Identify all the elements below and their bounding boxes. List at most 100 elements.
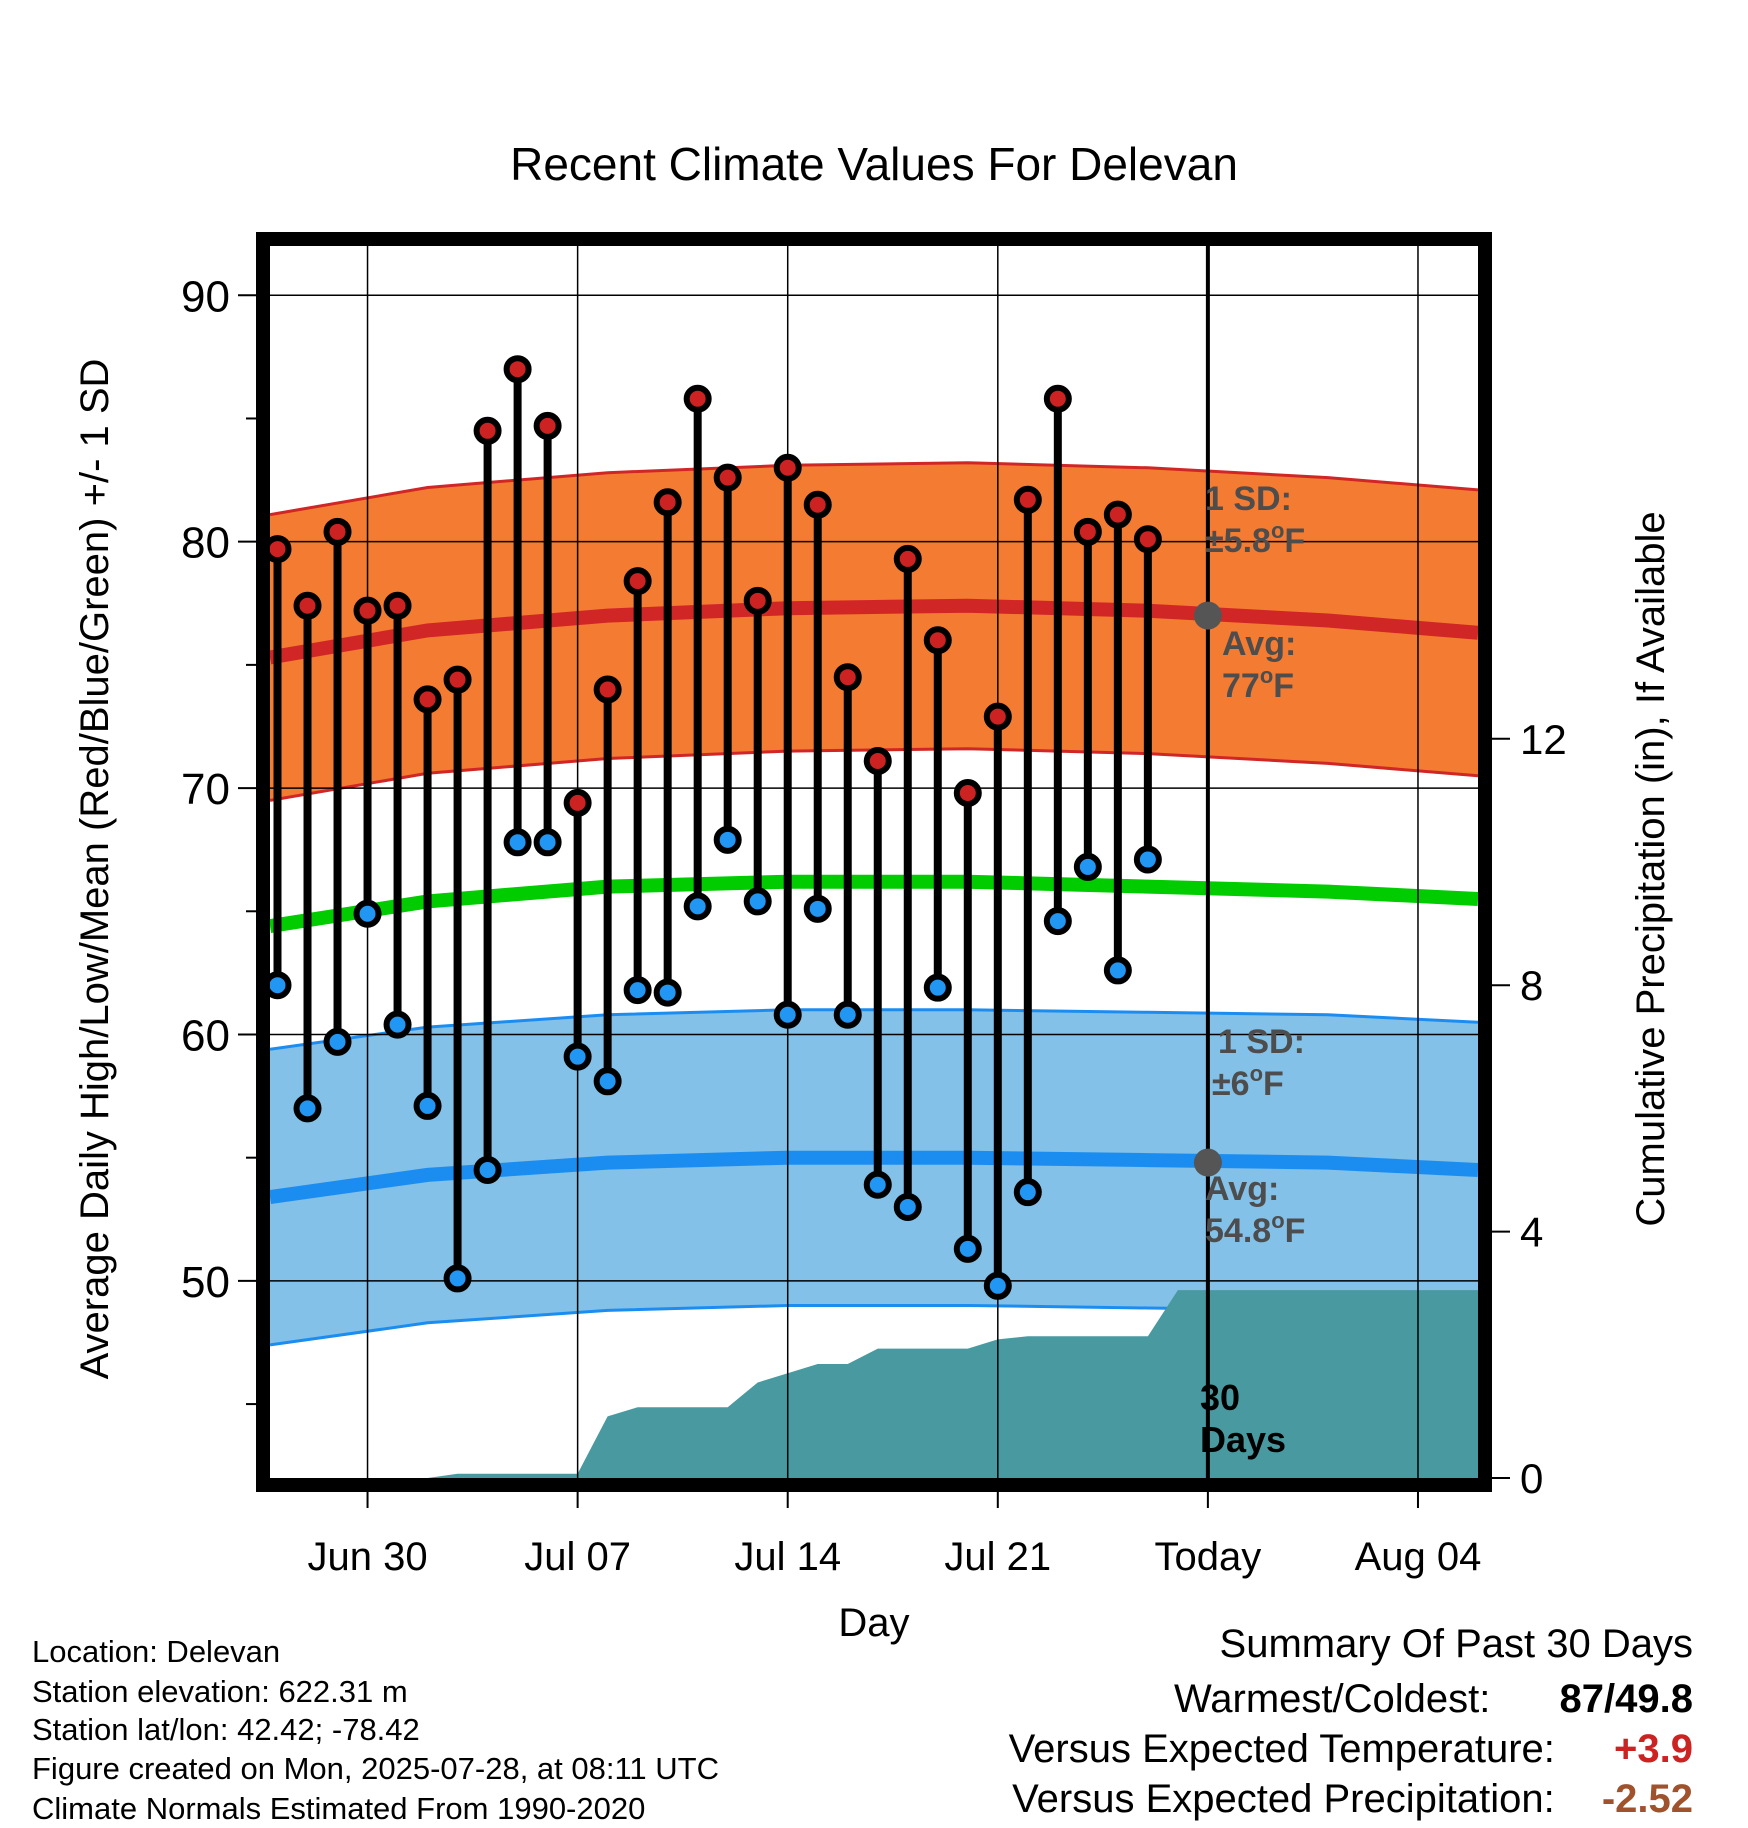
chart-title: Recent Climate Values For Delevan [510,138,1238,190]
normal-bands [270,461,1478,1347]
low-point [803,894,832,923]
y-tick-label: 60 [181,1011,230,1060]
high-point [443,665,472,694]
high-sd-label: 1 SD: [1205,480,1292,518]
high-point [1103,500,1132,529]
y-tick-label: 90 [181,272,230,321]
y2-tick-label: 4 [1520,1209,1543,1256]
low-point [743,887,772,916]
summary-warmest-value: 87 [1559,1677,1605,1721]
high-point [803,490,832,519]
low-sd-label: 1 SD: [1218,1023,1305,1061]
high-point [353,596,382,625]
high-point [383,591,412,620]
info-created: Figure created on Mon, 2025-07-28, at 08… [32,1751,719,1786]
high-point [743,586,772,615]
x-tick-label: Jul 07 [524,1535,631,1579]
info-normals: Climate Normals Estimated From 1990-2020 [32,1791,646,1826]
high-point [653,488,682,517]
summary-temp-row: Versus Expected Temperature: +3.9 [1009,1729,1693,1769]
low-point [983,1271,1012,1300]
summary-coldest-value: 49.8 [1615,1677,1693,1721]
low-point [383,1010,412,1039]
low-point [833,1000,862,1029]
x-tick-label: Jun 30 [307,1535,427,1579]
x-tick-label: Aug 04 [1355,1535,1482,1579]
high-point [413,685,442,714]
plot-border [256,232,1492,1492]
info-location: Location: Delevan [32,1634,281,1669]
low-point [863,1170,892,1199]
high-band-upper-edge [270,461,1478,517]
y2-tick-label: 12 [1520,716,1567,763]
y-tick-label: 50 [181,1258,230,1307]
low-point [1073,852,1102,881]
low-point [533,828,562,857]
high-point [533,411,562,440]
low-point [623,976,652,1005]
summary-warmest-row: Warmest/Coldest: 87/49.8 [1174,1677,1693,1721]
high-point [623,567,652,596]
low-point [503,828,532,857]
high-point [773,453,802,482]
low-point [1133,845,1162,874]
axes: 50 60 70 80 90 0 4 8 12 Jun 30 Jul 07 Jul 14 Jul 21 T… [181,272,1567,1579]
y-tick-label: 70 [181,765,230,814]
low-point [473,1156,502,1184]
today-low-avg-marker [1193,1148,1222,1177]
high-sd-value: ±5.8oF [1205,518,1305,560]
high-sd-band [270,462,1478,801]
y-axis-label: Average Daily High/Low/Mean (Red/Blue/Gr… [73,359,117,1380]
high-average-line [270,598,1478,665]
high-point [683,384,712,413]
plot-frame [256,232,1492,1492]
low-sd-value: ±6oF [1212,1061,1284,1103]
summary-precip-value: -2.52 [1601,1777,1693,1821]
high-point [1073,517,1102,546]
high-avg-label: Avg: [1222,625,1296,663]
summary-warmest-label: Warmest/Coldest: [1174,1677,1491,1721]
low-point [293,1094,322,1123]
y2-axis-label: Cumulative Precipitation (in), If Availa… [1629,511,1673,1226]
high-point [1133,525,1162,554]
x-tick-label: Jul 21 [944,1535,1051,1579]
high-point [473,416,502,445]
low-point [1103,956,1132,985]
low-point [413,1091,442,1120]
low-avg-value: 54.8oF [1205,1208,1305,1250]
high-point [953,779,982,808]
high-point [323,517,352,546]
summary-temp-label: Versus Expected Temperature: [1008,1727,1555,1771]
high-point [983,702,1012,731]
today-line [1193,246,1222,1478]
y2-tick-label: 0 [1520,1455,1543,1502]
high-point [293,591,322,620]
low-point [563,1042,592,1071]
high-point [1043,384,1072,413]
y2-tick-label: 8 [1520,962,1543,1009]
high-avg-value: 77oF [1222,663,1294,705]
summary-title: Summary Of Past 30 Days [1219,1622,1693,1666]
low-point [323,1027,352,1056]
info-latlon: Station lat/lon: 42.42; -78.42 [32,1712,420,1747]
low-avg-label: Avg: [1205,1170,1279,1208]
high-point [833,663,862,692]
precip-cumulative-area [270,1290,1478,1478]
high-point [593,675,622,704]
low-point [713,825,742,854]
precip-window-label-1: 30 [1200,1377,1240,1418]
high-point [1013,485,1042,514]
low-point [773,1000,802,1029]
precip-area [270,1290,1478,1478]
y-tick-label: 80 [181,519,230,568]
summary-temp-value: +3.9 [1614,1727,1693,1771]
info-elevation: Station elevation: 622.31 m [32,1674,408,1709]
high-point [713,463,742,492]
low-point [593,1067,622,1096]
precip-window-label-2: Days [1200,1419,1286,1460]
summary-precip-label: Versus Expected Precipitation: [1012,1777,1555,1821]
today-high-avg-marker [1193,601,1222,630]
low-point [923,973,952,1002]
